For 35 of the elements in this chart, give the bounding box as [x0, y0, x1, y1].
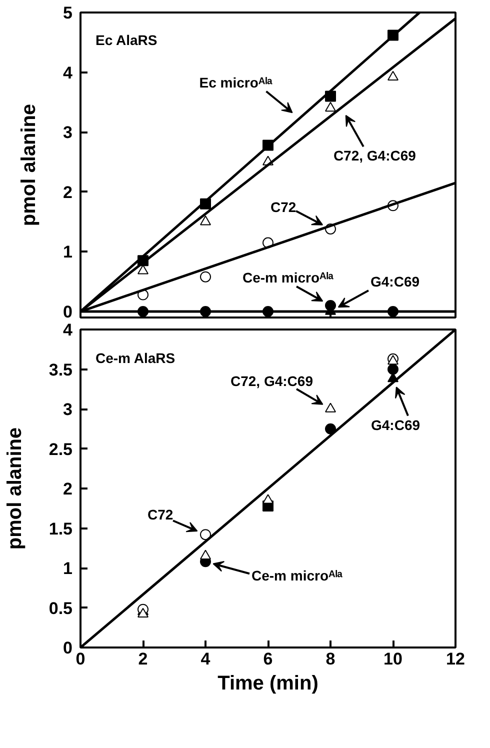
annotation: C72 — [270, 198, 296, 215]
y-tick-label: 3 — [63, 400, 73, 419]
x-tick-label: 8 — [326, 650, 336, 668]
x-tick-label: 6 — [263, 650, 273, 668]
x-tick-label: 12 — [446, 650, 465, 668]
y-tick-label: 2 — [63, 182, 73, 202]
x-axis-title: Time (min) — [218, 672, 318, 694]
y-tick-label: 0 — [63, 302, 73, 322]
x-tick-label: 2 — [138, 650, 148, 668]
y-tick-label: 2 — [63, 480, 73, 498]
y-tick-label: 1 — [63, 242, 73, 262]
annotation: C72, G4:C69 — [333, 148, 416, 164]
annotation: Ce-m microᴬˡᵃ — [242, 270, 334, 286]
y-tick-label: 1 — [63, 559, 73, 578]
y-tick-label: 4 — [63, 63, 74, 82]
y-tick-label: 3.5 — [48, 360, 73, 380]
y-tick-label: 1.5 — [48, 519, 73, 538]
x-tick-label: 0 — [76, 650, 86, 668]
annotation: G4:C69 — [371, 416, 420, 433]
x-tick-label: 4 — [200, 650, 211, 668]
annotation: C72 — [148, 506, 174, 523]
y-tick-label: 4 — [63, 320, 74, 340]
y-tick-label: 2.5 — [48, 440, 73, 459]
y-axis-title: pmol alanine — [18, 104, 40, 226]
x-tick-label: 10 — [384, 650, 402, 668]
annotation: Ce-m microᴬˡᵃ — [252, 568, 344, 584]
y-tick-label: 3 — [63, 123, 73, 142]
annotation: Ce-m AlaRS — [96, 350, 176, 366]
y-axis-title: pmol alanine — [4, 427, 26, 550]
y-tick-label: 5 — [63, 4, 73, 22]
annotation: G4:C69 — [370, 274, 420, 290]
y-tick-label: 0.5 — [48, 598, 73, 618]
annotation: Ec microᴬˡᵃ — [199, 74, 274, 90]
annotation: C72, G4:C69 — [230, 373, 314, 389]
annotation: Ec AlaRS — [96, 32, 158, 48]
